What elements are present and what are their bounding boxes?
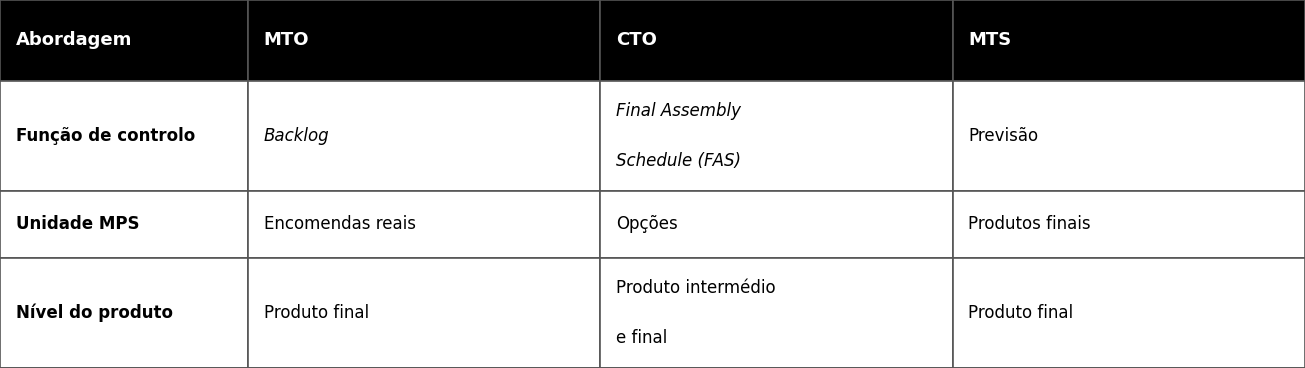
FancyBboxPatch shape <box>600 0 953 81</box>
FancyBboxPatch shape <box>600 191 953 258</box>
FancyBboxPatch shape <box>0 81 248 191</box>
FancyBboxPatch shape <box>0 191 248 258</box>
Text: Função de controlo: Função de controlo <box>16 127 194 145</box>
Text: Abordagem: Abordagem <box>16 32 132 49</box>
Text: Nível do produto: Nível do produto <box>16 304 172 322</box>
Text: Produtos finais: Produtos finais <box>968 216 1091 233</box>
FancyBboxPatch shape <box>953 191 1305 258</box>
Text: Opções: Opções <box>616 216 677 233</box>
Text: Backlog: Backlog <box>264 127 329 145</box>
Text: Final Assembly

Schedule (FAS): Final Assembly Schedule (FAS) <box>616 102 741 170</box>
Text: Produto intermédio

e final: Produto intermédio e final <box>616 279 775 347</box>
Text: Previsão: Previsão <box>968 127 1039 145</box>
Text: Produto final: Produto final <box>968 304 1074 322</box>
Text: Unidade MPS: Unidade MPS <box>16 216 140 233</box>
Text: MTS: MTS <box>968 32 1011 49</box>
Text: CTO: CTO <box>616 32 656 49</box>
Text: Encomendas reais: Encomendas reais <box>264 216 415 233</box>
FancyBboxPatch shape <box>248 81 600 191</box>
FancyBboxPatch shape <box>248 191 600 258</box>
Text: Produto final: Produto final <box>264 304 369 322</box>
FancyBboxPatch shape <box>600 258 953 368</box>
Text: MTO: MTO <box>264 32 309 49</box>
FancyBboxPatch shape <box>0 0 248 81</box>
FancyBboxPatch shape <box>248 0 600 81</box>
FancyBboxPatch shape <box>600 81 953 191</box>
FancyBboxPatch shape <box>953 81 1305 191</box>
FancyBboxPatch shape <box>0 258 248 368</box>
FancyBboxPatch shape <box>953 0 1305 81</box>
FancyBboxPatch shape <box>953 258 1305 368</box>
FancyBboxPatch shape <box>248 258 600 368</box>
